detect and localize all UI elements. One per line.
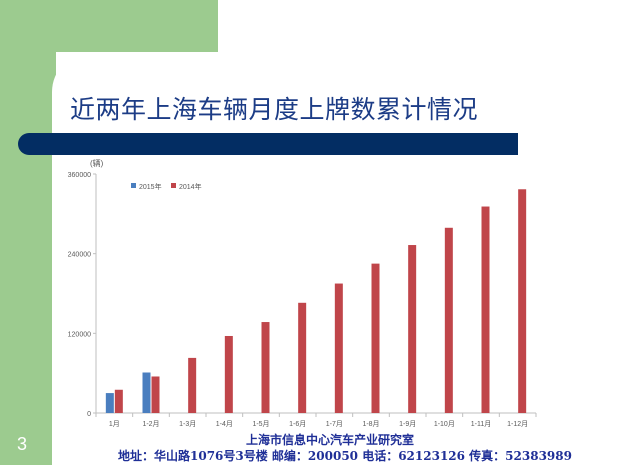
x-tick-label: 1-7月 xyxy=(326,420,343,428)
bar-2014年-1月 xyxy=(114,389,123,413)
footer-contact: 地址：华山路1076号3号楼 邮编：200050 电话：62123126 传真：… xyxy=(118,449,572,463)
legend-swatch xyxy=(171,183,176,188)
x-tick-label: 1-6月 xyxy=(289,420,306,428)
bar-2014年-1-8月 xyxy=(371,263,380,413)
page-number: 3 xyxy=(17,434,28,454)
x-tick-label: 1-8月 xyxy=(362,420,379,428)
bar-2014年-1-12月 xyxy=(518,189,527,413)
bar-2014年-1-6月 xyxy=(298,302,307,413)
x-tick-label: 1-11月 xyxy=(471,420,492,428)
y-tick-label: 0 xyxy=(87,411,91,418)
y-tick-label: 360000 xyxy=(68,172,91,179)
footer-organization: 上海市信息中心汽车产业研究室 xyxy=(246,433,415,447)
x-tick-label: 1-2月 xyxy=(142,420,159,428)
y-tick-label: 120000 xyxy=(68,331,91,338)
green-top-band xyxy=(0,0,218,52)
slide-title: 近两年上海车辆月度上牌数累计情况 xyxy=(70,95,479,124)
legend-label: 2014年 xyxy=(179,182,202,191)
bar-2014年-1-11月 xyxy=(481,206,490,413)
legend-label: 2015年 xyxy=(139,182,162,191)
bar-2014年-1-3月 xyxy=(188,357,197,413)
bar-2014年-1-10月 xyxy=(444,227,453,413)
x-tick-label: 1-9月 xyxy=(399,420,416,428)
bar-2015年-1-2月 xyxy=(142,372,151,413)
green-side-band xyxy=(0,0,56,465)
x-tick-label: 1月 xyxy=(109,420,120,428)
y-unit-label: (辆) xyxy=(90,158,104,168)
bar-2014年-1-9月 xyxy=(408,245,417,413)
x-tick-label: 1-3月 xyxy=(179,420,196,428)
x-tick-label: 1-12月 xyxy=(507,420,528,428)
bar-2015年-1月 xyxy=(105,393,114,413)
y-tick-label: 240000 xyxy=(68,252,91,259)
bar-2014年-1-4月 xyxy=(224,335,233,413)
x-tick-label: 1-10月 xyxy=(434,420,455,428)
bar-2014年-1-5月 xyxy=(261,322,270,413)
bar-2014年-1-2月 xyxy=(151,376,160,413)
title-underline-bar xyxy=(18,133,518,155)
x-tick-label: 1-5月 xyxy=(252,420,269,428)
x-tick-label: 1-4月 xyxy=(216,420,233,428)
legend-swatch xyxy=(131,183,136,188)
bar-2014年-1-7月 xyxy=(334,283,343,413)
